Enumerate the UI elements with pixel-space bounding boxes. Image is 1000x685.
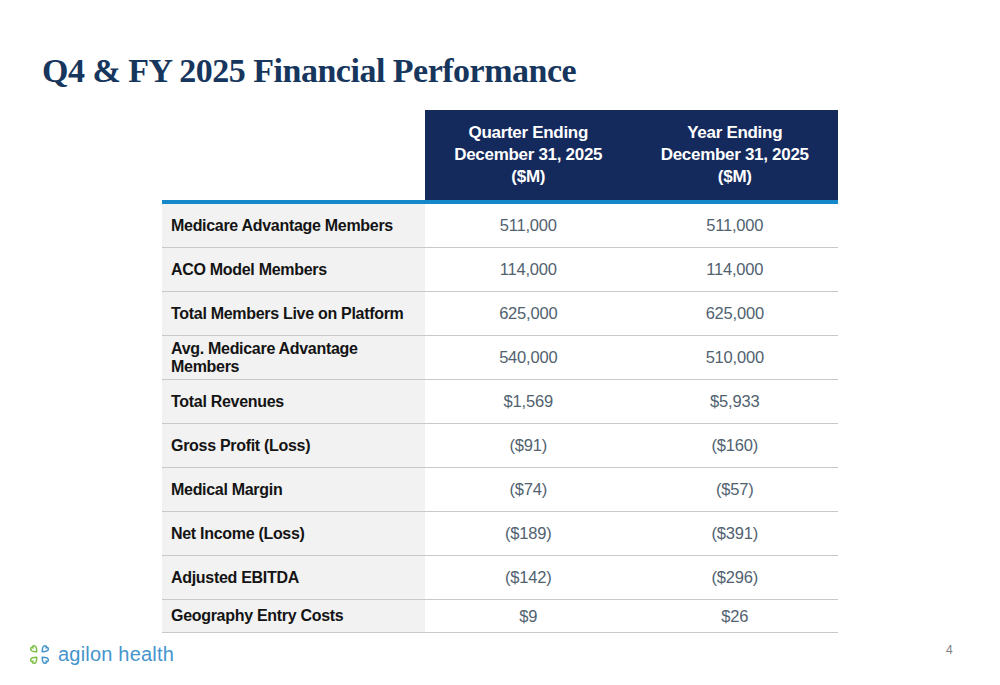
quarter-value: 114,000 — [425, 248, 632, 291]
quarter-value: 625,000 — [425, 292, 632, 335]
column-header-year: Year Ending December 31, 2025 ($M) — [632, 110, 839, 200]
quarter-value: $1,569 — [425, 380, 632, 423]
quarter-value: ($189) — [425, 512, 632, 555]
table-body: Medicare Advantage Members511,000511,000… — [162, 204, 838, 633]
table-row: Gross Profit (Loss)($91)($160) — [162, 424, 838, 468]
row-label: Avg. Medicare Advantage Members — [162, 336, 425, 379]
year-value: 114,000 — [632, 248, 839, 291]
year-value: 510,000 — [632, 336, 839, 379]
row-label: Geography Entry Costs — [162, 600, 425, 632]
logo-wordmark: agilon health — [58, 643, 174, 666]
table-row: Geography Entry Costs$9$26 — [162, 600, 838, 633]
table-row: Medicare Advantage Members511,000511,000 — [162, 204, 838, 248]
financial-table: Quarter Ending December 31, 2025 ($M) Ye… — [162, 110, 838, 633]
quarter-value: ($74) — [425, 468, 632, 511]
table-header-row: Quarter Ending December 31, 2025 ($M) Ye… — [425, 110, 838, 200]
year-value: ($160) — [632, 424, 839, 467]
quarter-value: $9 — [425, 600, 632, 632]
quarter-value: 540,000 — [425, 336, 632, 379]
page-title: Q4 & FY 2025 Financial Performance — [42, 52, 576, 90]
row-label: ACO Model Members — [162, 248, 425, 291]
quarter-value: ($142) — [425, 556, 632, 599]
year-value: ($57) — [632, 468, 839, 511]
row-label: Total Revenues — [162, 380, 425, 423]
row-label: Net Income (Loss) — [162, 512, 425, 555]
row-label: Medical Margin — [162, 468, 425, 511]
table-row: Total Members Live on Platform625,000625… — [162, 292, 838, 336]
year-value: ($296) — [632, 556, 839, 599]
table-row: ACO Model Members114,000114,000 — [162, 248, 838, 292]
quarter-value: ($91) — [425, 424, 632, 467]
row-label: Adjusted EBITDA — [162, 556, 425, 599]
year-value: $26 — [632, 600, 839, 632]
year-value: 625,000 — [632, 292, 839, 335]
page-number: 4 — [946, 643, 953, 657]
table-row: Total Revenues$1,569$5,933 — [162, 380, 838, 424]
year-value: $5,933 — [632, 380, 839, 423]
row-label: Medicare Advantage Members — [162, 204, 425, 247]
year-value: ($391) — [632, 512, 839, 555]
quarter-value: 511,000 — [425, 204, 632, 247]
year-value: 511,000 — [632, 204, 839, 247]
table-row: Net Income (Loss)($189)($391) — [162, 512, 838, 556]
table-row: Adjusted EBITDA($142)($296) — [162, 556, 838, 600]
row-label: Gross Profit (Loss) — [162, 424, 425, 467]
row-label: Total Members Live on Platform — [162, 292, 425, 335]
agilon-clover-icon — [26, 641, 53, 668]
table-row: Avg. Medicare Advantage Members540,00051… — [162, 336, 838, 380]
table-row: Medical Margin($74)($57) — [162, 468, 838, 512]
column-header-quarter: Quarter Ending December 31, 2025 ($M) — [425, 110, 632, 200]
company-logo: agilon health — [26, 641, 174, 668]
